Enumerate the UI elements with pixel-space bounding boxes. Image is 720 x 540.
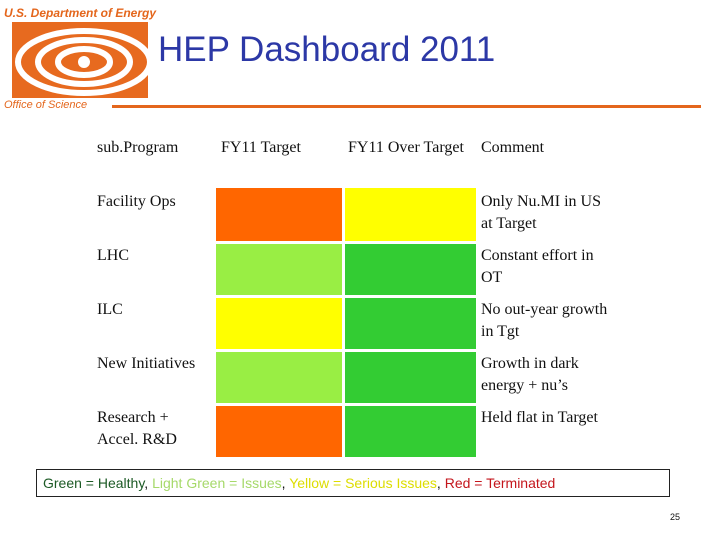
- legend-separator: ,: [281, 475, 290, 491]
- legend-serious: Yellow = Serious Issues: [289, 475, 437, 491]
- organization-name: U.S. Department of Energy: [4, 6, 157, 20]
- program-name: LHC: [97, 247, 129, 264]
- legend-issues: Light Green = Issues: [152, 475, 282, 491]
- over-target-status-cell: [343, 404, 476, 460]
- column-header-over-target: FY11 Over Target: [348, 139, 464, 156]
- color-legend: Green = Healthy, Light Green = Issues, Y…: [36, 469, 670, 497]
- dashboard-table: sub.Program FY11 Target FY11 Over Target…: [92, 134, 616, 460]
- office-name: Office of Science: [4, 99, 88, 111]
- program-name: Facility Ops: [97, 193, 176, 210]
- table-row: LHC Constant effort in OT: [92, 242, 616, 298]
- page-number: 25: [669, 512, 680, 522]
- program-name: New Initiatives: [97, 355, 196, 372]
- comment: Constant effort in OT: [481, 247, 594, 286]
- header-rule: [112, 105, 701, 108]
- table-row: ILC No out-year growth in Tgt: [92, 296, 616, 352]
- over-target-status-cell: [343, 242, 476, 298]
- target-status-cell: [216, 242, 345, 298]
- legend-healthy: Green = Healthy: [43, 475, 145, 491]
- table-header-row: sub.Program FY11 Target FY11 Over Target…: [92, 134, 616, 188]
- legend-terminated: Red = Terminated: [444, 475, 556, 491]
- legend-separator: ,: [436, 475, 445, 491]
- doe-logo: [12, 22, 148, 98]
- program-name: ILC: [97, 301, 123, 318]
- target-status-cell: [216, 188, 345, 244]
- column-header-program: sub.Program: [97, 139, 179, 156]
- page-title: HEP Dashboard 2011: [158, 30, 496, 69]
- column-header-target: FY11 Target: [221, 139, 301, 156]
- column-header-comment: Comment: [481, 139, 545, 156]
- comment: Only Nu.MI in US at Target: [481, 193, 602, 232]
- program-name: Research + Accel. R&D: [97, 409, 177, 448]
- target-status-cell: [216, 404, 345, 460]
- over-target-status-cell: [343, 188, 476, 244]
- comment: Growth in dark energy + nu’s: [481, 355, 579, 394]
- over-target-status-cell: [343, 296, 476, 352]
- over-target-status-cell: [343, 350, 476, 406]
- table-row: Facility Ops Only Nu.MI in US at Target: [92, 188, 616, 244]
- legend-separator: ,: [144, 475, 153, 491]
- comment: No out-year growth in Tgt: [481, 301, 608, 340]
- comment: Held flat in Target: [481, 409, 598, 426]
- target-status-cell: [216, 296, 345, 352]
- target-status-cell: [216, 350, 345, 406]
- table-row: New Initiatives Growth in dark energy + …: [92, 350, 616, 406]
- table-row: Research + Accel. R&D Held flat in Targe…: [92, 404, 616, 460]
